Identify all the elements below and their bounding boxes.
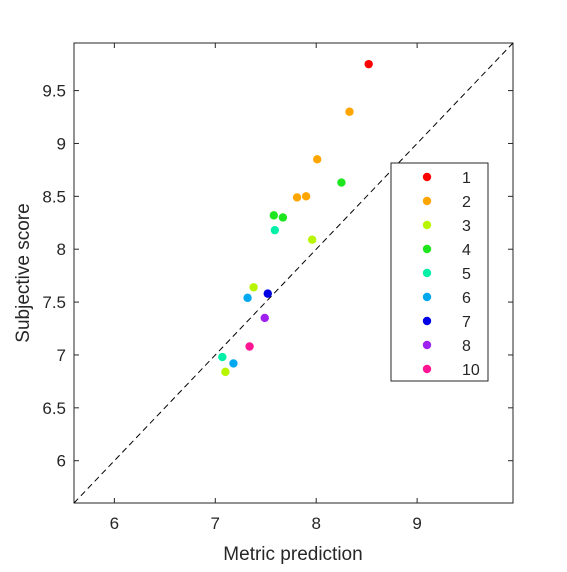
legend-label: 3 xyxy=(462,218,471,235)
legend-marker xyxy=(422,292,432,302)
legend-marker xyxy=(422,196,432,206)
data-point-series-4 xyxy=(269,211,279,220)
data-point-series-3 xyxy=(249,283,258,292)
legend-label: 6 xyxy=(462,290,471,307)
legend-marker xyxy=(422,364,432,374)
y-tick-label: 7 xyxy=(57,346,66,365)
legend-marker xyxy=(422,172,432,182)
data-point-series-2 xyxy=(292,193,302,202)
legend-marker xyxy=(422,316,432,326)
y-tick-label: 9 xyxy=(57,134,66,153)
reference-line-layer xyxy=(73,42,514,504)
data-point-series-6 xyxy=(243,293,252,303)
legend-label: 10 xyxy=(462,362,480,379)
data-point-series-3 xyxy=(307,235,317,244)
y-tick-label: 7.5 xyxy=(42,293,66,312)
legend-box xyxy=(390,162,489,382)
x-tick-label: 8 xyxy=(311,514,320,533)
y-tick-label: 8.5 xyxy=(42,187,66,206)
legend-label: 2 xyxy=(462,194,471,211)
legend-marker xyxy=(422,244,432,254)
data-point-series-4 xyxy=(337,178,346,187)
data-point-series-8 xyxy=(260,313,269,323)
y-axis-ticks: 6 6.5 7 7.5 8 8.5 9 9.5 xyxy=(42,82,513,471)
y-axis-label: Subjective score xyxy=(13,203,34,342)
data-point-series-2 xyxy=(301,192,311,201)
y-tick-label: 9.5 xyxy=(42,82,66,101)
x-tick-label: 9 xyxy=(412,514,421,533)
y-tick-label: 8 xyxy=(57,240,66,259)
data-point-series-5 xyxy=(270,225,280,235)
legend-items: 1 2 3 4 5 6 7 8 10 xyxy=(422,170,480,379)
data-point-series-7 xyxy=(263,289,272,298)
legend-marker xyxy=(422,268,432,278)
data-points xyxy=(218,59,373,377)
data-point-series-2 xyxy=(313,155,322,164)
legend-label: 4 xyxy=(462,242,471,259)
data-point-series-3 xyxy=(221,367,230,377)
reference-line xyxy=(73,42,514,504)
legend-label: 8 xyxy=(462,338,471,355)
x-tick-label: 6 xyxy=(110,514,119,533)
legend-marker xyxy=(422,340,432,350)
legend-marker xyxy=(422,220,432,230)
data-point-series-5 xyxy=(218,352,227,362)
legend: 1 2 3 4 5 6 7 8 10 xyxy=(390,162,489,382)
x-axis-label: Metric prediction xyxy=(223,544,362,565)
data-point-series-2 xyxy=(345,107,354,116)
y-tick-label: 6.5 xyxy=(42,399,66,418)
data-point-series-6 xyxy=(229,359,238,368)
data-point-series-10 xyxy=(245,342,254,351)
x-axis-ticks: 6 7 8 9 xyxy=(110,43,422,533)
data-point-series-1 xyxy=(364,59,373,69)
x-tick-label: 7 xyxy=(211,514,220,533)
legend-label: 7 xyxy=(462,314,471,331)
legend-label: 1 xyxy=(462,170,471,187)
y-tick-label: 6 xyxy=(57,452,66,471)
data-point-series-4 xyxy=(278,213,288,222)
legend-label: 5 xyxy=(462,266,471,283)
